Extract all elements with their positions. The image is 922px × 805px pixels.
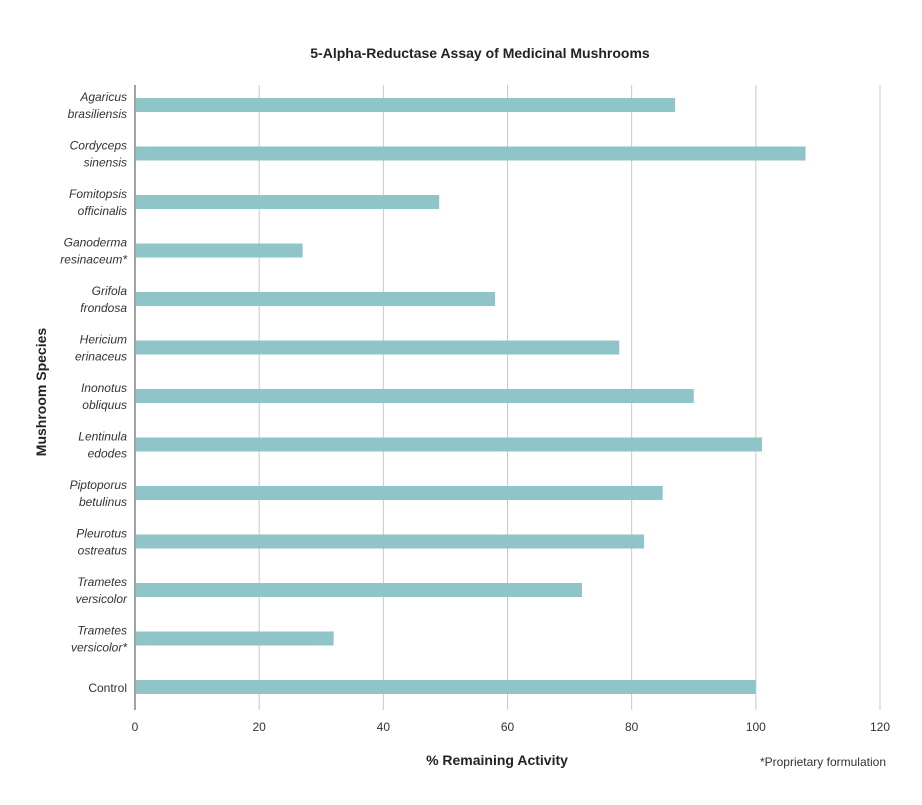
bar [136, 631, 334, 646]
category-label: Hericium [80, 333, 127, 347]
category-label: Ganoderma [64, 236, 128, 250]
bar [136, 195, 440, 209]
category-labels: Agaricus brasiliensis Cordyceps sinensis Fom… [60, 90, 128, 695]
bar [136, 146, 806, 161]
category-label: Inonotus [81, 381, 127, 395]
chart-title: 5-Alpha-Reductase Assay of Medicinal Mus… [310, 45, 650, 61]
category-label: versicolor [76, 592, 128, 606]
category-label: edodes [88, 447, 127, 461]
category-label: brasiliensis [68, 107, 127, 121]
category-label: Trametes [77, 624, 127, 638]
category-label: resinaceum* [60, 253, 127, 267]
x-tick-label: 100 [746, 720, 766, 734]
category-label: Agaricus [79, 90, 127, 104]
x-tick-label: 40 [377, 720, 391, 734]
bar [136, 437, 763, 452]
category-label: Control [88, 681, 127, 695]
bar [136, 534, 645, 549]
bar [136, 98, 676, 112]
bar [136, 583, 582, 597]
category-label: Trametes [77, 575, 127, 589]
bar [136, 486, 663, 500]
bar [136, 680, 756, 694]
category-label: sinensis [84, 156, 127, 170]
x-tick-labels: 0 20 40 60 80 100 120 [132, 720, 891, 734]
category-label: Pleurotus [76, 527, 127, 541]
x-tick-label: 120 [870, 720, 890, 734]
x-tick-label: 20 [252, 720, 266, 734]
y-axis-title: Mushroom Species [33, 328, 49, 457]
category-label: Lentinula [78, 430, 127, 444]
category-label: Cordyceps [70, 139, 127, 153]
bar [136, 292, 496, 306]
bars [136, 98, 806, 694]
category-label: obliquus [82, 398, 127, 412]
category-label: Grifola [92, 284, 128, 298]
bar [136, 389, 694, 403]
category-label: versicolor* [71, 641, 127, 655]
category-label: Fomitopsis [69, 187, 127, 201]
bar [136, 243, 303, 258]
category-label: betulinus [79, 495, 127, 509]
category-label: officinalis [78, 204, 127, 218]
category-label: erinaceus [75, 350, 127, 364]
x-axis-title: % Remaining Activity [426, 752, 568, 768]
x-tick-label: 0 [132, 720, 139, 734]
footnote: *Proprietary formulation [760, 755, 886, 769]
category-label: frondosa [80, 301, 127, 315]
category-label: Piptoporus [70, 478, 127, 492]
x-tick-label: 60 [501, 720, 515, 734]
category-label: ostreatus [78, 544, 127, 558]
x-tick-label: 80 [625, 720, 639, 734]
bar [136, 340, 620, 355]
